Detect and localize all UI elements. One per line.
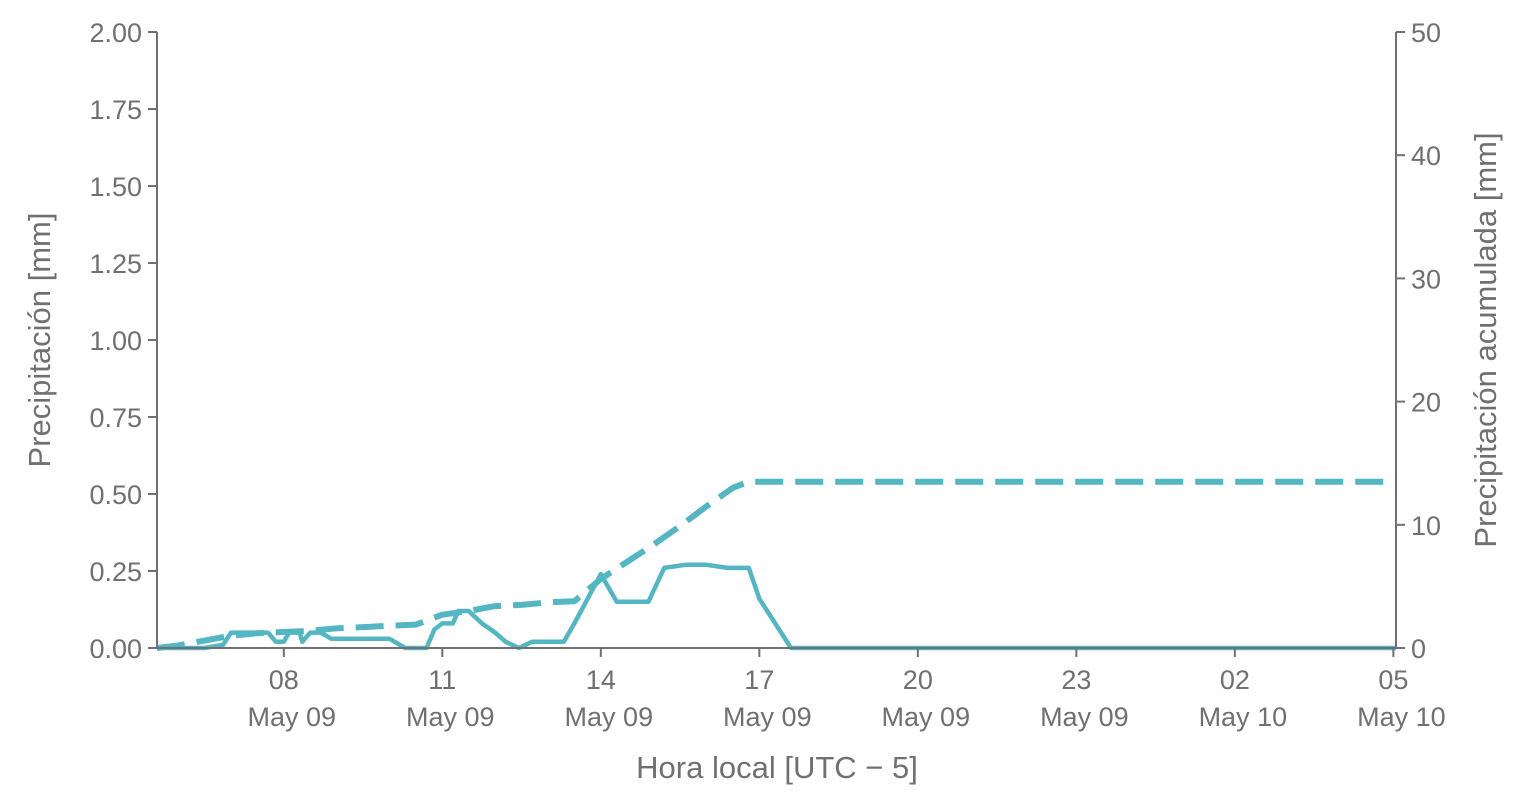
y-left-tick-label: 0.00 [89, 634, 142, 664]
x-tick-date-label: May 09 [723, 702, 812, 732]
y-axis-title-right: Precipitación acumulada [mm] [1468, 132, 1503, 547]
x-tick-time-label: 02 [1220, 665, 1250, 695]
precip-line [157, 562, 1396, 651]
y-left-tick-label: 0.50 [89, 480, 142, 510]
x-tick-date-label: May 09 [406, 702, 495, 732]
x-tick-date-label: May 10 [1357, 702, 1446, 732]
y-left-tick-label: 2.00 [89, 18, 142, 48]
series-layer [156, 478, 1396, 651]
y-left-tick-label: 0.75 [89, 403, 142, 433]
y-right-tick-label: 40 [1411, 141, 1441, 171]
x-tick-date-label: May 10 [1199, 702, 1288, 732]
x-tick-date-label: May 09 [248, 702, 337, 732]
x-tick-date-label: May 09 [882, 702, 971, 732]
y-right-tick-label: 50 [1411, 18, 1441, 48]
y-left-tick-label: 1.25 [89, 249, 142, 279]
y-right-tick-label: 0 [1411, 634, 1426, 664]
x-axis-title: Hora local [UTC − 5] [636, 750, 918, 785]
y-right-tick-label: 30 [1411, 264, 1441, 294]
x-tick-time-label: 05 [1378, 665, 1408, 695]
x-tick-time-label: 14 [586, 665, 616, 695]
y-right-tick-label: 10 [1411, 511, 1441, 541]
y-left-tick-label: 1.00 [89, 326, 142, 356]
x-tick-time-label: 20 [903, 665, 933, 695]
x-tick-time-label: 11 [428, 665, 456, 695]
y-axis-title-left: Precipitación [mm] [22, 213, 57, 468]
x-tick-time-label: 17 [744, 665, 774, 695]
axes-layer [156, 32, 1397, 649]
y-left-tick-label: 1.75 [89, 95, 142, 125]
x-tick-time-label: 23 [1061, 665, 1091, 695]
x-tick-time-label: 08 [269, 665, 299, 695]
x-tick-date-label: May 09 [565, 702, 654, 732]
x-tick-date-label: May 09 [1040, 702, 1129, 732]
ticks-layer: 0.00 0.25 0.50 0.75 1.00 1.25 1.50 1.75 2.00 0 10 2… [89, 18, 1445, 732]
y-right-tick-label: 20 [1411, 388, 1441, 418]
y-left-tick-label: 0.25 [89, 557, 142, 587]
accumulated-precip-line [156, 478, 1396, 651]
y-left-tick-label: 1.50 [89, 172, 142, 202]
